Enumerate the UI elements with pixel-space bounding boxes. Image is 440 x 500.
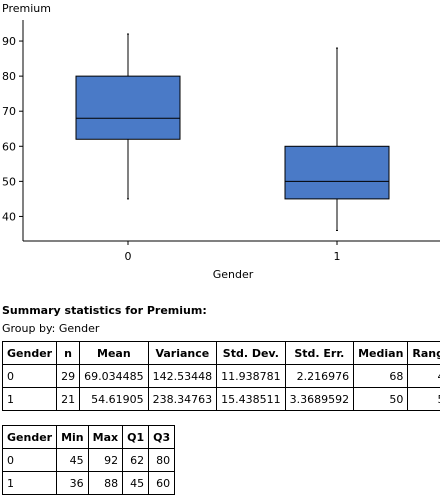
boxes-layer — [76, 34, 389, 230]
table-cell: 50 — [354, 388, 408, 411]
table-cell: 69.034485 — [80, 365, 149, 388]
y-tick-label: 80 — [2, 70, 16, 83]
table-cell: 238.34763 — [148, 388, 217, 411]
table-header-row: Gender n Mean Variance Std. Dev. Std. Err. Med… — [3, 342, 440, 365]
table-row: 0 45 92 62 80 — [3, 449, 175, 472]
column-header: Gender — [3, 342, 57, 365]
table-cell: 45 — [57, 449, 89, 472]
table-cell: 2.216976 — [285, 365, 354, 388]
x-tick-label: 0 — [125, 250, 132, 263]
table-cell: 36 — [57, 472, 89, 495]
table-cell: 11.938781 — [217, 365, 286, 388]
table-cell: 1 — [3, 472, 57, 495]
table-row: 0 29 69.034485 142.53448 11.938781 2.216976 68… — [3, 365, 440, 388]
table-cell: 52 — [408, 388, 440, 411]
table-cell: 45 — [123, 472, 149, 495]
column-header: Std. Dev. — [217, 342, 286, 365]
quartiles-table: Gender Min Max Q1 Q3 0 45 92 62 80 1 36 88 45 60 — [2, 425, 175, 495]
table-header-row: Gender Min Max Q1 Q3 — [3, 426, 175, 449]
table-cell: 0 — [3, 449, 57, 472]
summary-table: Gender n Mean Variance Std. Dev. Std. Err. Med… — [2, 341, 440, 411]
table-cell: 60 — [149, 472, 175, 495]
summary-heading: Summary statistics for Premium: — [2, 304, 207, 317]
y-tick-label: 50 — [2, 175, 16, 188]
table-cell: 21 — [57, 388, 80, 411]
y-tick-label: 40 — [2, 210, 16, 223]
y-axis-ticks: 40 50 60 70 80 90 — [2, 35, 23, 223]
x-axis-label: Gender — [213, 268, 254, 281]
column-header: n — [57, 342, 80, 365]
y-axis-label: Premium — [2, 2, 51, 15]
column-header: Variance — [148, 342, 217, 365]
y-tick-label: 60 — [2, 140, 16, 153]
column-header: Median — [354, 342, 408, 365]
box-iqr — [76, 76, 180, 139]
x-tick-label: 1 — [334, 250, 341, 263]
y-tick-label: 90 — [2, 35, 16, 48]
table-cell: 142.53448 — [148, 365, 217, 388]
table-cell: 3.3689592 — [285, 388, 354, 411]
table-cell: 47 — [408, 365, 440, 388]
table-row: 1 21 54.61905 238.34763 15.438511 3.3689592 50… — [3, 388, 440, 411]
column-header: Gender — [3, 426, 57, 449]
column-header: Min — [57, 426, 89, 449]
table-cell: 88 — [88, 472, 122, 495]
table-cell: 15.438511 — [217, 388, 286, 411]
table-cell: 29 — [57, 365, 80, 388]
table-row: 1 36 88 45 60 — [3, 472, 175, 495]
column-header: Q3 — [149, 426, 175, 449]
y-tick-label: 70 — [2, 105, 16, 118]
column-header: Max — [88, 426, 122, 449]
table-cell: 54.61905 — [80, 388, 149, 411]
table-cell: 80 — [149, 449, 175, 472]
column-header: Q1 — [123, 426, 149, 449]
table-cell: 1 — [3, 388, 57, 411]
group-by-label: Group by: Gender — [2, 322, 99, 335]
table-cell: 92 — [88, 449, 122, 472]
column-header: Range — [408, 342, 440, 365]
table-cell: 0 — [3, 365, 57, 388]
table-cell: 68 — [354, 365, 408, 388]
table-cell: 62 — [123, 449, 149, 472]
column-header: Std. Err. — [285, 342, 354, 365]
box-iqr — [285, 146, 389, 199]
column-header: Mean — [80, 342, 149, 365]
